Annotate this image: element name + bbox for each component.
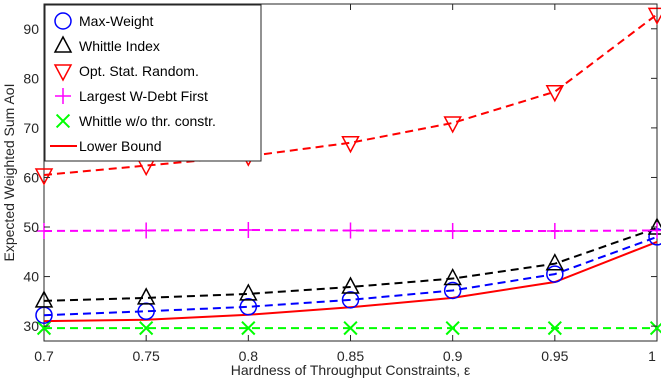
data-point bbox=[34, 168, 54, 186]
data-point bbox=[341, 136, 360, 154]
legend-marker bbox=[55, 113, 71, 129]
data-point bbox=[443, 116, 462, 134]
x-tick-label: 0.7 bbox=[34, 348, 54, 364]
data-point bbox=[239, 283, 258, 301]
data-point bbox=[343, 321, 358, 336]
data-point bbox=[341, 291, 360, 309]
legend-box bbox=[44, 4, 262, 162]
legend-marker bbox=[53, 35, 73, 53]
data-point bbox=[444, 222, 461, 239]
data-point bbox=[545, 253, 565, 271]
legend-label: Whittle Index bbox=[79, 38, 160, 54]
data-point bbox=[136, 287, 156, 305]
x-tick-label: 1 bbox=[648, 348, 656, 364]
data-point bbox=[138, 222, 155, 239]
legend-label: Largest W-Debt First bbox=[79, 88, 208, 104]
legend-entry: Max-Weight bbox=[54, 12, 154, 30]
data-point bbox=[342, 222, 359, 239]
legend-entry: Whittle Index bbox=[53, 35, 160, 54]
y-tick-label: 70 bbox=[23, 120, 39, 136]
data-point bbox=[649, 321, 661, 336]
y-axis-label: Expected Weighted Sum AoI bbox=[1, 84, 17, 262]
x-tick-label: 0.8 bbox=[239, 348, 259, 364]
legend-marker bbox=[55, 88, 71, 104]
y-tick-label: 50 bbox=[23, 219, 39, 235]
legend-entry: Whittle w/o thr. constr. bbox=[55, 113, 216, 129]
data-point bbox=[139, 321, 154, 336]
legend-label: Whittle w/o thr. constr. bbox=[79, 113, 216, 129]
data-point bbox=[649, 222, 661, 239]
series-line-0 bbox=[43, 235, 658, 317]
legend-marker bbox=[53, 64, 73, 82]
y-axis-ticks: 30 40 50 60 70 80 90 bbox=[23, 21, 657, 334]
data-point bbox=[445, 321, 460, 336]
data-point bbox=[36, 321, 52, 336]
x-axis-ticks: 0.7 0.75 0.8 0.85 0.9 0.95 1 bbox=[34, 4, 658, 364]
y-tick-label: 90 bbox=[23, 21, 39, 37]
y-tick-label: 60 bbox=[23, 169, 39, 185]
data-point bbox=[545, 84, 565, 103]
legend-label: Opt. Stat. Random. bbox=[79, 63, 199, 79]
data-point bbox=[241, 321, 256, 336]
series-layer bbox=[34, 7, 661, 336]
legend-entry: Opt. Stat. Random. bbox=[53, 63, 199, 82]
data-point bbox=[240, 221, 257, 238]
legend-label: Max-Weight bbox=[79, 13, 154, 29]
data-point bbox=[547, 321, 562, 336]
data-point bbox=[36, 222, 52, 239]
data-point bbox=[239, 298, 258, 316]
legend-entry: Largest W-Debt First bbox=[55, 88, 208, 104]
x-tick-label: 0.75 bbox=[133, 348, 160, 364]
legend-label: Lower Bound bbox=[79, 138, 162, 154]
x-tick-label: 0.85 bbox=[337, 348, 364, 364]
y-tick-label: 30 bbox=[23, 318, 39, 334]
y-tick-label: 40 bbox=[23, 269, 39, 285]
data-point bbox=[546, 265, 564, 283]
legend-marker bbox=[54, 12, 72, 30]
data-point bbox=[443, 281, 462, 300]
y-tick-label: 80 bbox=[23, 70, 39, 86]
x-tick-label: 0.95 bbox=[541, 348, 568, 364]
data-point bbox=[34, 290, 54, 308]
legend: Max-Weight Whittle Index Opt. Stat. Random… bbox=[44, 4, 262, 162]
series-line-1 bbox=[43, 227, 658, 302]
x-tick-label: 0.9 bbox=[443, 348, 463, 364]
x-axis-label: Hardness of Throughput Constraints, ε bbox=[231, 362, 470, 378]
data-point bbox=[443, 267, 462, 286]
data-point bbox=[546, 222, 563, 239]
data-point bbox=[341, 276, 360, 294]
legend-entry: Lower Bound bbox=[50, 138, 162, 154]
